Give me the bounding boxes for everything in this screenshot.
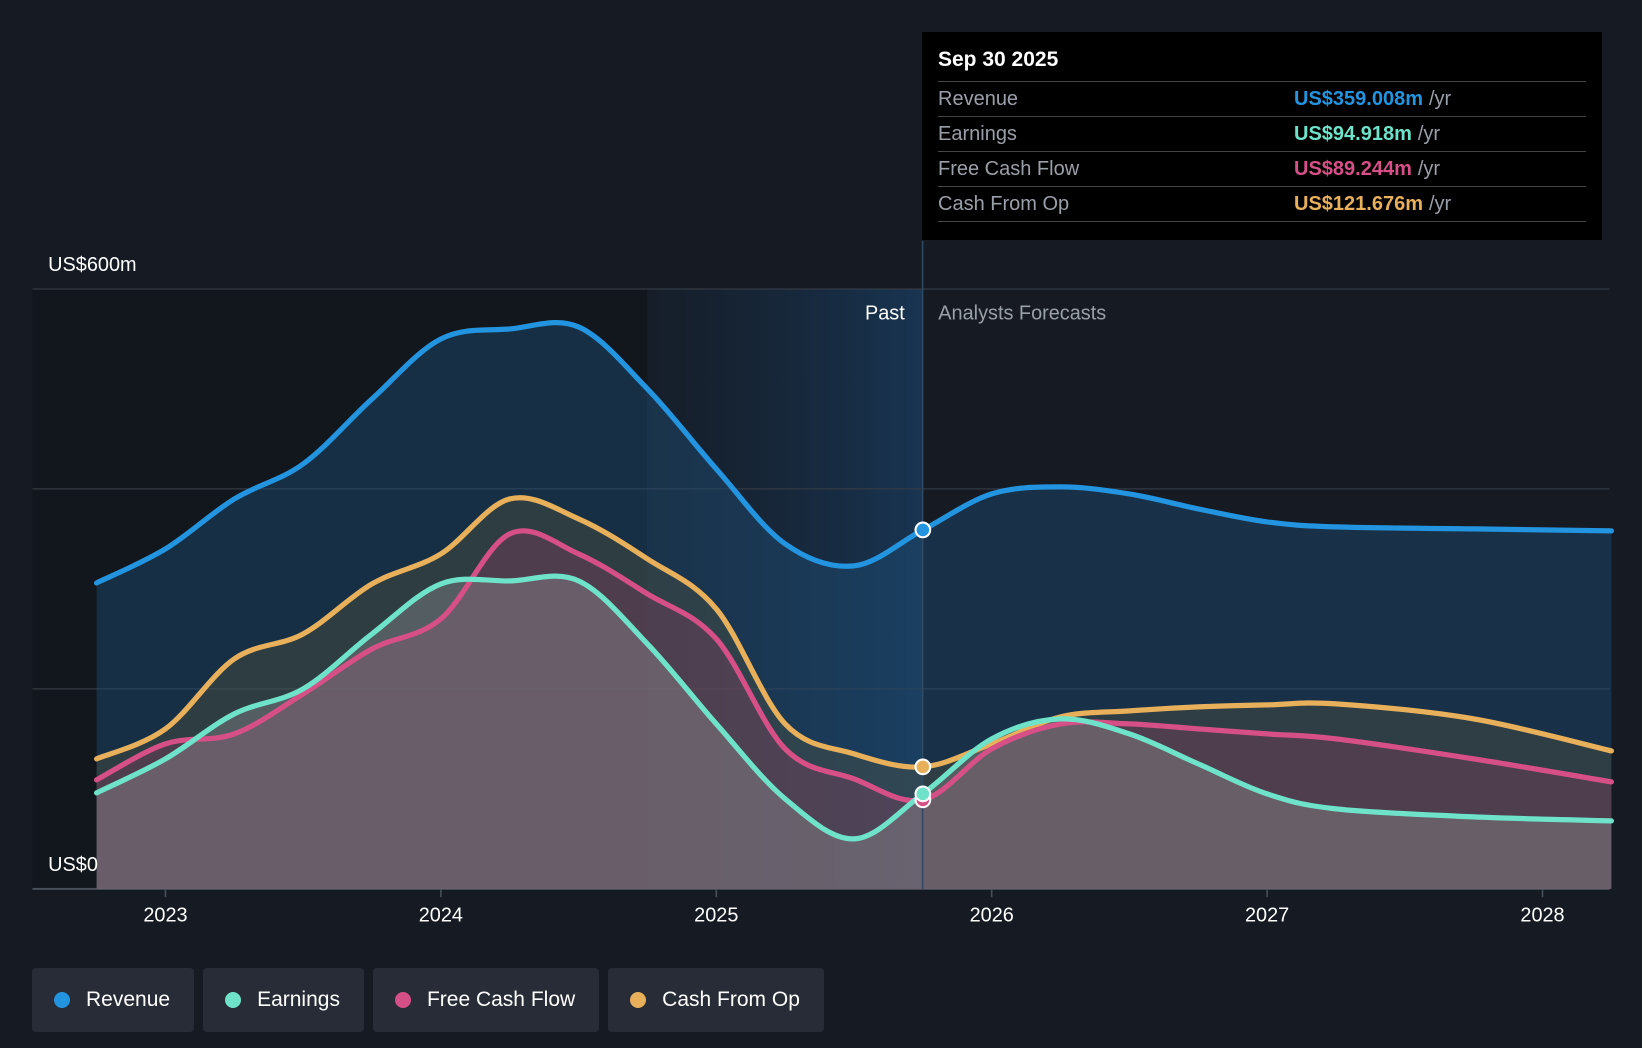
cash-from-op-line[interactable] [93,495,1614,770]
legend-dot-icon [54,992,70,1008]
tooltip-date: Sep 30 2025 [938,48,1586,82]
legend-item-cash-from-op[interactable]: Cash From Op [608,968,824,1032]
earnings-line[interactable] [93,573,1614,842]
legend-label: Revenue [86,988,171,1011]
legend-label: Cash From Op [662,988,800,1011]
revenue-marker[interactable] [914,521,932,539]
tooltip-unit: /yr [1428,192,1452,215]
tooltip: Sep 30 2025 Revenue US$359.008m/yr Earning… [922,32,1602,240]
legend-item-revenue[interactable]: Revenue [32,968,195,1032]
tooltip-row: Free Cash Flow US$89.244m/yr [938,152,1586,187]
tooltip-label: Cash From Op [938,192,1070,215]
cash-from-op-area [96,497,1612,889]
legend-label: Earnings [257,988,340,1011]
legend-item-earnings[interactable]: Earnings [203,968,364,1032]
forecast-label: Analysts Forecasts [938,302,1106,324]
tooltip-row: Earnings US$94.918m/yr [938,117,1586,152]
y-label-top: US$600m [48,254,136,276]
x-tick-label: 2023 [143,904,187,926]
tooltip-value: US$121.676m [1294,192,1423,215]
earnings-marker[interactable] [914,785,932,803]
cash-from-op-marker[interactable] [914,758,932,776]
legend: Revenue Earnings Free Cash Flow Cash From O… [32,968,824,1032]
legend-dot-icon [394,992,411,1008]
legend-dot-icon [630,992,647,1008]
earnings-area [96,576,1612,889]
tooltip-label: Earnings [938,122,1017,145]
legend-label: Free Cash Flow [426,988,576,1011]
tooltip-unit: /yr [1428,87,1452,110]
tooltip-label: Free Cash Flow [938,157,1080,180]
pre-past-region [32,288,648,889]
tooltip-unit: /yr [1417,157,1441,180]
x-tick-label: 2026 [970,904,1014,926]
revenue-line[interactable] [93,319,1614,586]
x-tick-label: 2024 [419,904,463,926]
y-label-bottom: US$0 [48,854,98,876]
legend-dot-icon [225,992,242,1008]
tooltip-row: Revenue US$359.008m/yr [938,82,1586,117]
tooltip-label: Revenue [938,87,1019,110]
tooltip-value: US$359.008m [1294,87,1423,110]
tooltip-unit: /yr [1417,122,1441,145]
tooltip-value: US$89.244m [1294,157,1412,180]
tooltip-row: Cash From Op US$121.676m/yr [938,187,1586,222]
free-cash-flow-area [96,530,1612,889]
past-label: Past [865,302,905,324]
tooltip-value: US$94.918m [1294,122,1412,145]
free-cash-flow-line[interactable] [93,528,1614,804]
x-tick-label: 2025 [694,904,738,926]
legend-item-free-cash-flow[interactable]: Free Cash Flow [372,968,600,1032]
x-tick-label: 2027 [1245,904,1289,926]
x-tick-label: 2028 [1520,904,1564,926]
revenue-area [96,322,1612,889]
